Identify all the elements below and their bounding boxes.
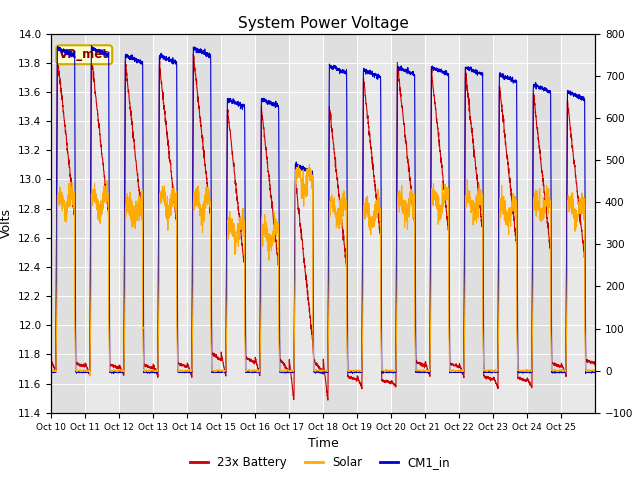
Bar (425, 34, 460, 413)
Bar (460, 34, 493, 413)
Y-axis label: Volts: Volts (0, 208, 13, 238)
Title: System Power Voltage: System Power Voltage (238, 16, 408, 31)
Bar (85, 34, 119, 413)
Bar (561, 34, 595, 413)
Bar (255, 34, 289, 413)
Legend: 23x Battery, Solar, CM1_in: 23x Battery, Solar, CM1_in (186, 452, 454, 474)
X-axis label: Time: Time (308, 437, 339, 450)
Bar (323, 34, 357, 413)
Bar (527, 34, 561, 413)
Bar (119, 34, 153, 413)
Bar (153, 34, 187, 413)
Bar (493, 34, 527, 413)
Bar (357, 34, 391, 413)
Bar (51, 34, 85, 413)
Bar (187, 34, 221, 413)
Bar (289, 34, 323, 413)
Text: VR_met: VR_met (60, 48, 109, 61)
Bar (221, 34, 255, 413)
Bar (391, 34, 425, 413)
